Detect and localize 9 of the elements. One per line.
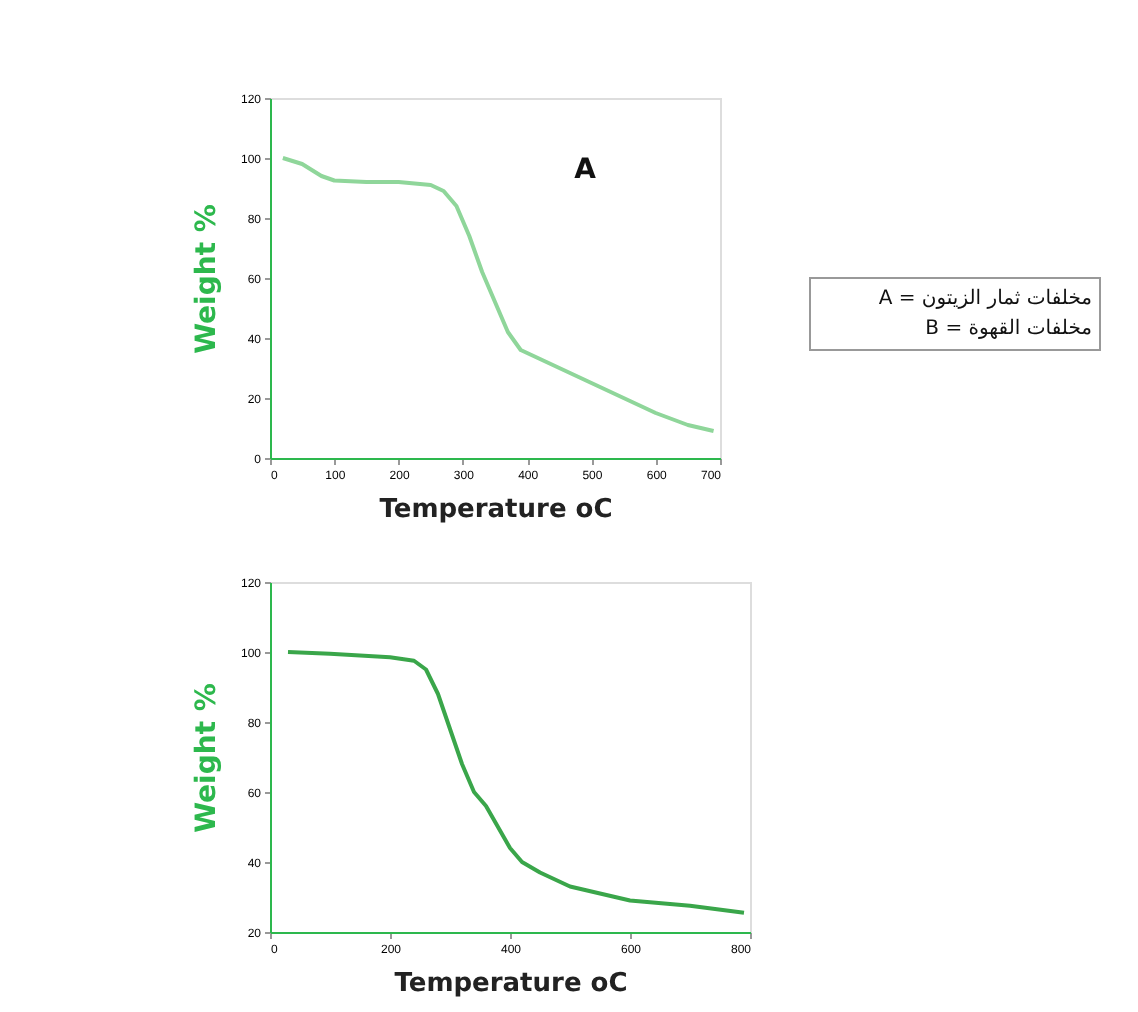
y-axis-title: Weight % xyxy=(190,683,223,833)
x-axis-title: Temperature oC xyxy=(394,969,628,999)
line-series xyxy=(286,650,746,915)
annotation: A xyxy=(574,154,597,186)
line-series xyxy=(280,156,716,433)
y-axis-title: Weight % xyxy=(190,204,223,354)
text: A = مخلفات ثمار الزيتون xyxy=(878,288,1092,310)
text: B = مخلفات القهوة xyxy=(925,318,1092,340)
x-axis-title: Temperature oC xyxy=(379,495,613,525)
